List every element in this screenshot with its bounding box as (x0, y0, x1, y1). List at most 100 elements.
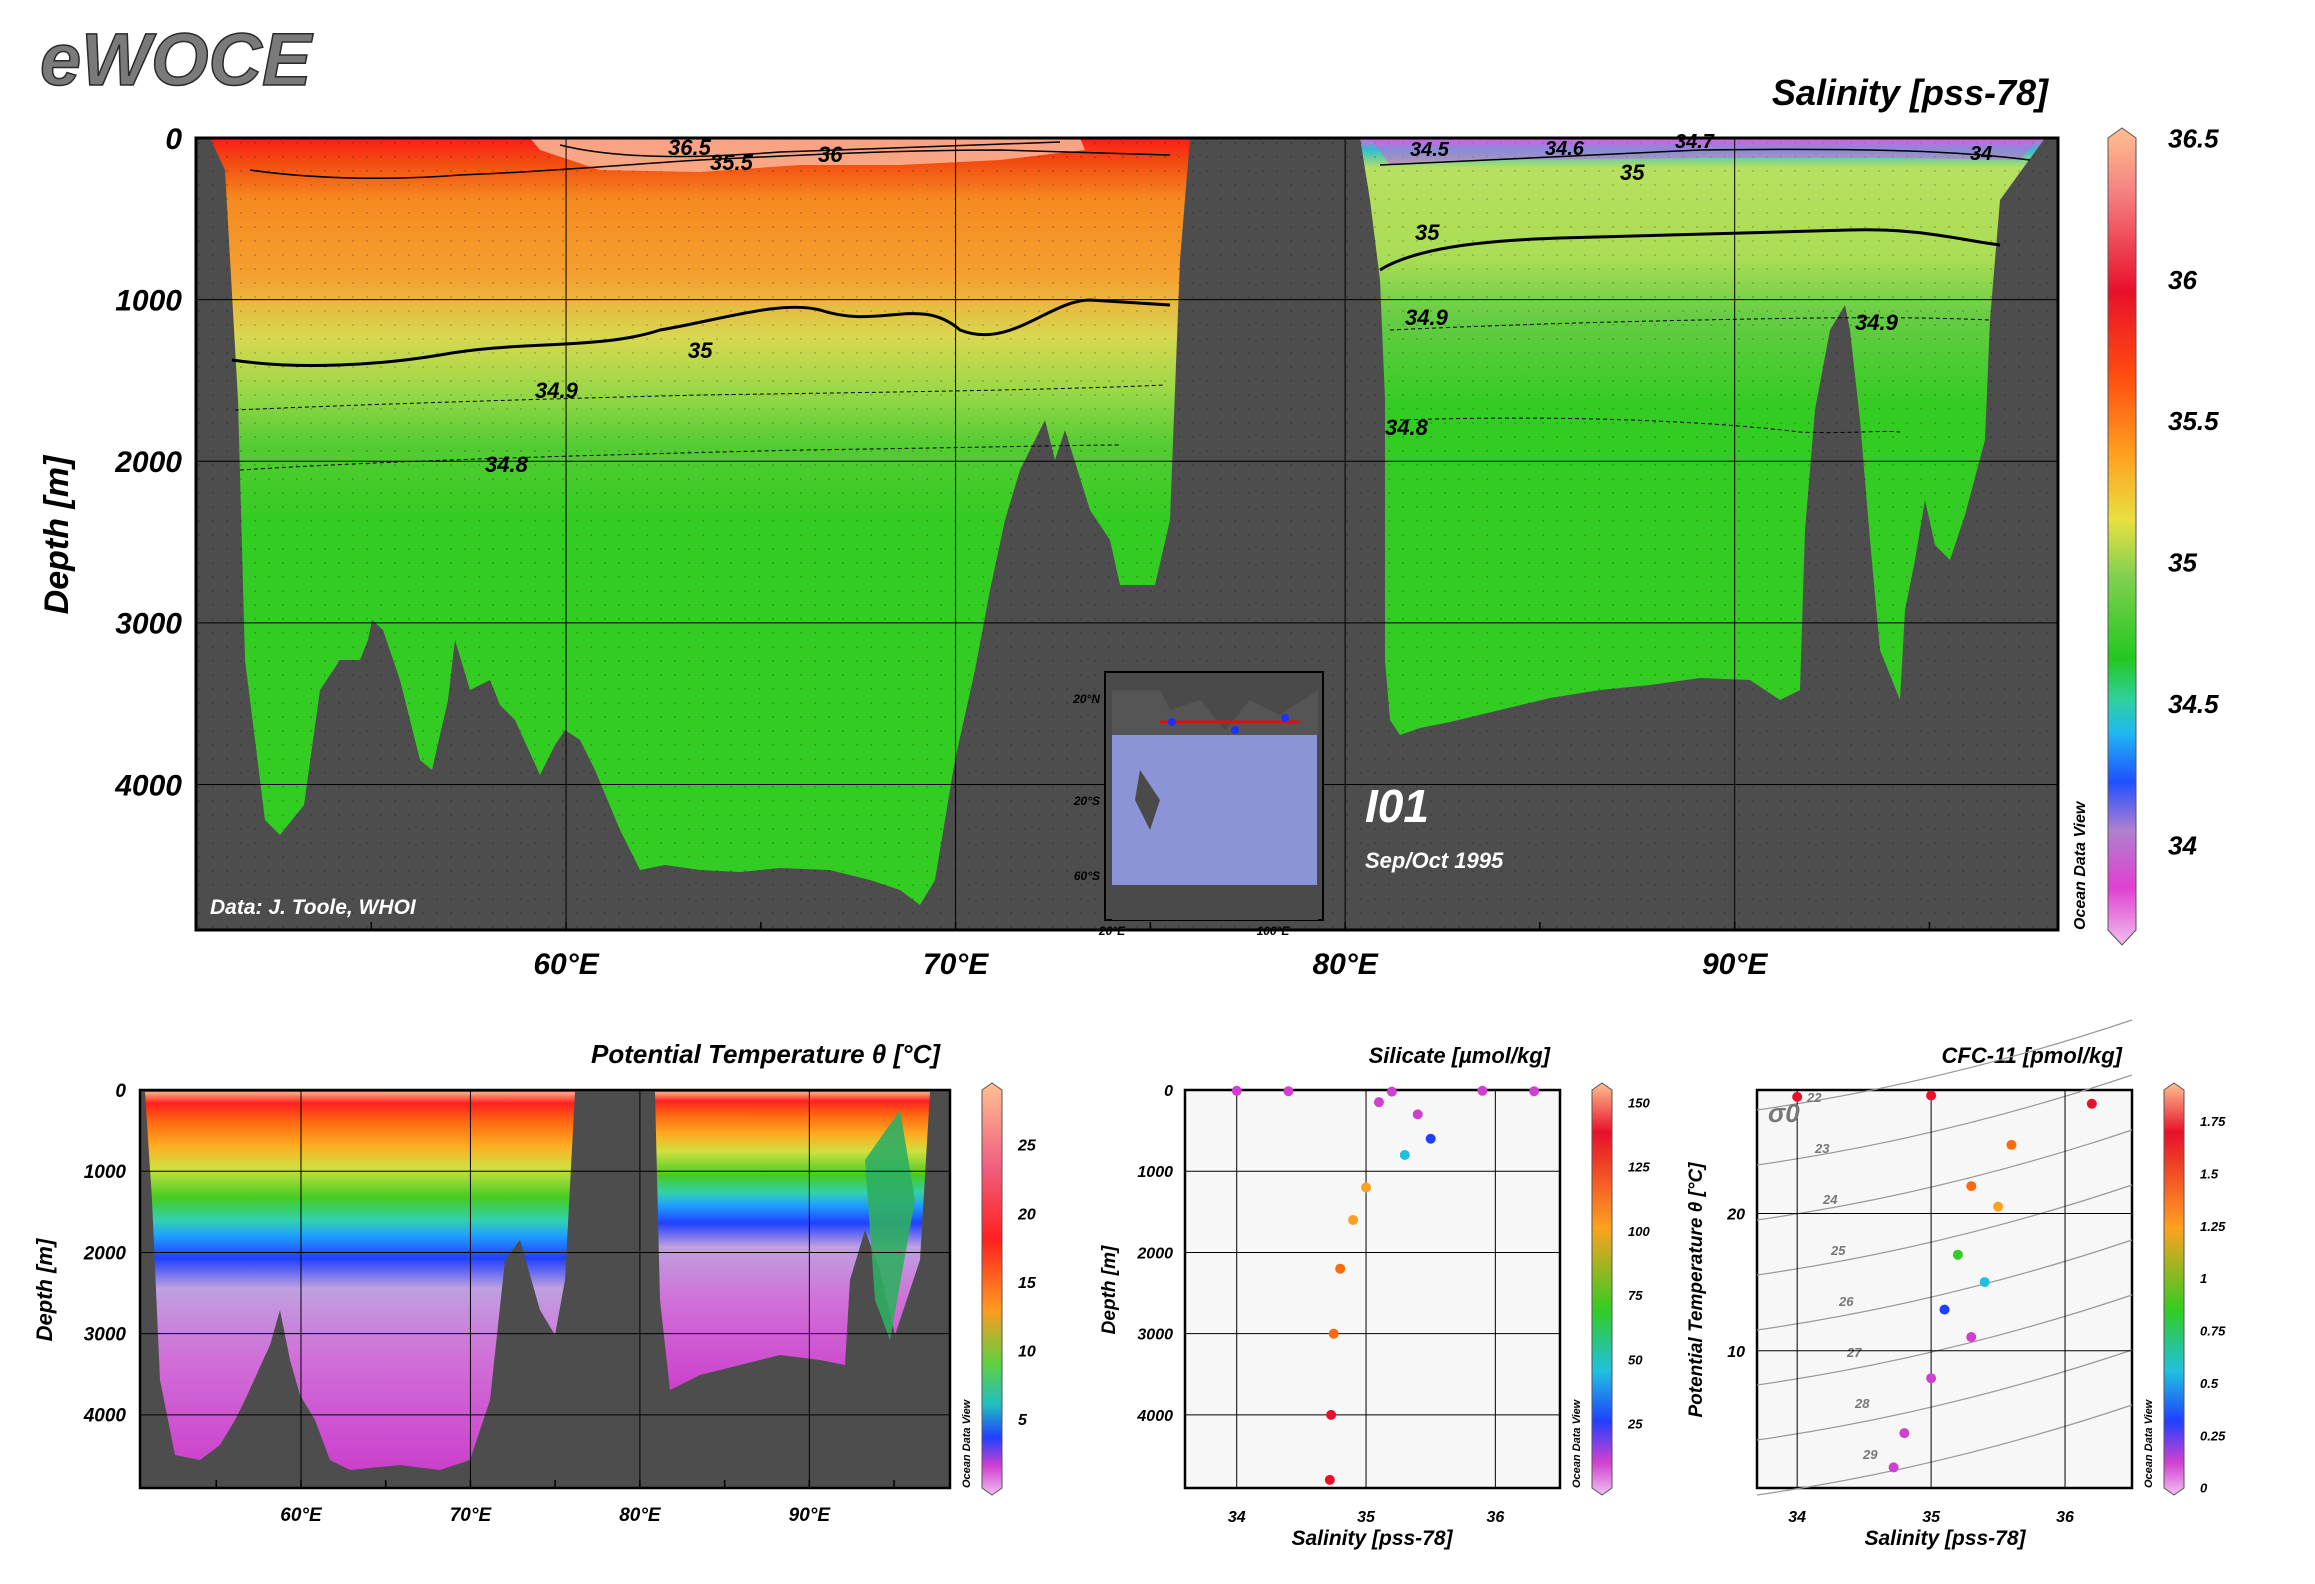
contour-label: 34 (1970, 143, 1992, 165)
data-point (1926, 1373, 1937, 1384)
y-tick-label: 4000 (1136, 1408, 1173, 1425)
cruise-label: I01 (1365, 780, 1429, 832)
salinity-colorbar: 36.5 36 35.5 35 34.5 34 Ocean Data View (2072, 123, 2219, 946)
data-credit: Data: J. Toole, WHOI (210, 896, 417, 919)
colorbar-tick-label: 35.5 (2168, 406, 2219, 436)
silicate-scatter-plot (1183, 1085, 1562, 1490)
contour-label: 35.5 (710, 150, 754, 175)
contour-label: 36 (818, 142, 843, 167)
y-tick-label: 3000 (84, 1325, 127, 1346)
isoline-label: 22 (1806, 1090, 1822, 1105)
density-isoline (1756, 1294, 2133, 1386)
data-point (1939, 1304, 1950, 1315)
temp-y-axis-title: Depth [m] (32, 1238, 57, 1341)
contour-label: 34.5 (1410, 139, 1450, 161)
contour-34-8-east (1399, 417, 1901, 434)
colorbar-tick-label: 36 (2168, 265, 2197, 295)
data-point (2006, 1139, 2017, 1150)
isoline-label: 27 (1846, 1345, 1862, 1360)
x-tick-label: 80°E (619, 1505, 662, 1526)
colorbar-tick-label: 1.25 (2200, 1219, 2226, 1234)
contour-label: 34.8 (485, 452, 529, 477)
colorbar-tick-label: 0.5 (2200, 1376, 2219, 1391)
y-tick-label: 0 (165, 123, 182, 156)
colorbar-tick-label: 50 (1628, 1352, 1643, 1367)
temp-axis-ticks: 60°E 70°E 80°E 90°E 0 1000 2000 3000 4000 (83, 1081, 832, 1526)
data-point (1529, 1086, 1540, 1097)
contour-label: 34.9 (535, 378, 579, 403)
colorbar-tick-label: 15 (1018, 1275, 1037, 1292)
silicate-axis-ticks: 34 35 36 0 1000 2000 3000 4000 (1136, 1083, 1504, 1526)
x-tick-label: 36 (1486, 1509, 1504, 1526)
data-point (1952, 1249, 1963, 1260)
x-tick-label: 36 (2056, 1509, 2074, 1526)
y-tick-label: 2000 (1136, 1245, 1173, 1262)
density-isoline (1756, 1019, 2133, 1111)
odv-watermark: Ocean Data View (2072, 800, 2089, 930)
odv-watermark: Ocean Data View (1571, 1398, 1583, 1488)
isoline-label: 29 (1862, 1447, 1878, 1462)
main-y-axis-title: Depth [m] (38, 454, 76, 614)
data-point (1993, 1201, 2004, 1212)
data-point (1328, 1328, 1339, 1339)
density-isoline (1756, 1239, 2133, 1331)
colorbar-tick-label: 20 (1017, 1206, 1036, 1223)
colorbar-tick-label: 0.75 (2200, 1324, 2226, 1339)
density-isoline (1756, 1074, 2133, 1166)
y-tick-label: 4000 (83, 1406, 127, 1427)
inset-lon-label: 20°E (1098, 924, 1126, 938)
isoline-label: 28 (1854, 1396, 1870, 1411)
data-point (1926, 1090, 1937, 1101)
contour-35-east (1379, 228, 2001, 272)
x-tick-label: 34 (1228, 1509, 1246, 1526)
colorbar-tick-label: 25 (1017, 1138, 1037, 1155)
x-tick-label: 90°E (789, 1505, 832, 1526)
data-point (1899, 1428, 1910, 1439)
cfc-axis-ticks: 34 35 36 10 20 (1726, 1207, 2074, 1526)
temp-chart-title: Potential Temperature θ [°C] (591, 1039, 941, 1069)
silicate-x-axis-title: Salinity [pss-78] (1291, 1527, 1453, 1550)
x-tick-label: 34 (1788, 1509, 1806, 1526)
colorbar-tick-label: 34.5 (2168, 689, 2219, 719)
x-tick-label: 60°E (533, 948, 599, 981)
cfc-x-axis-title: Salinity [pss-78] (1864, 1527, 2026, 1550)
isoline-label: 24 (1822, 1192, 1838, 1207)
cruise-date: Sep/Oct 1995 (1365, 848, 1504, 873)
colorbar-tick-label: 1.5 (2200, 1166, 2219, 1181)
colorbar-tick-label: 5 (1018, 1412, 1028, 1429)
colorbar-tick-label: 75 (1628, 1288, 1643, 1303)
silicate-chart-title: Silicate [µmol/kg] (1369, 1043, 1551, 1068)
y-tick-label: 4000 (114, 769, 182, 802)
temperature-section-plot (138, 1088, 952, 1490)
contour-34-9-east (1389, 317, 1991, 331)
odv-watermark: Ocean Data View (2143, 1398, 2155, 1488)
isoline-label: 23 (1814, 1141, 1830, 1156)
data-point (1335, 1263, 1346, 1274)
inset-map: 20°N 20°S 60°S 20°E 100°E (1072, 671, 1324, 938)
colorbar-tick-label: 35 (2168, 548, 2197, 578)
x-tick-label: 80°E (1312, 948, 1378, 981)
data-point (1326, 1409, 1337, 1420)
isoline-label: 26 (1838, 1294, 1854, 1309)
inset-lat-label: 60°S (1074, 869, 1100, 883)
x-tick-label: 90°E (1702, 948, 1768, 981)
data-point (1361, 1182, 1372, 1193)
main-axis-ticks: 60°E 70°E 80°E 90°E 0 1000 2000 3000 4000 (114, 123, 1768, 981)
data-point (1231, 1085, 1242, 1096)
main-chart-title: Salinity [pss-78] (1772, 72, 2049, 113)
temp-east-water (655, 1092, 930, 1390)
contour-34-9-west (234, 384, 1166, 411)
contour-35-west (231, 298, 1171, 367)
x-tick-label: 70°E (923, 948, 989, 981)
x-tick-label: 35 (1357, 1509, 1376, 1526)
contour-label: 35 (688, 338, 713, 363)
data-point (1425, 1133, 1436, 1144)
y-tick-label: 1000 (1137, 1164, 1173, 1181)
y-tick-label: 2000 (83, 1243, 127, 1264)
silicate-colorbar: 150 125 100 75 50 25 Ocean Data View (1571, 1082, 1650, 1496)
inset-lat-label: 20°S (1073, 794, 1100, 808)
data-point (1283, 1086, 1294, 1097)
inset-lon-label: 100°E (1257, 924, 1291, 938)
temp-west-water (145, 1092, 575, 1470)
